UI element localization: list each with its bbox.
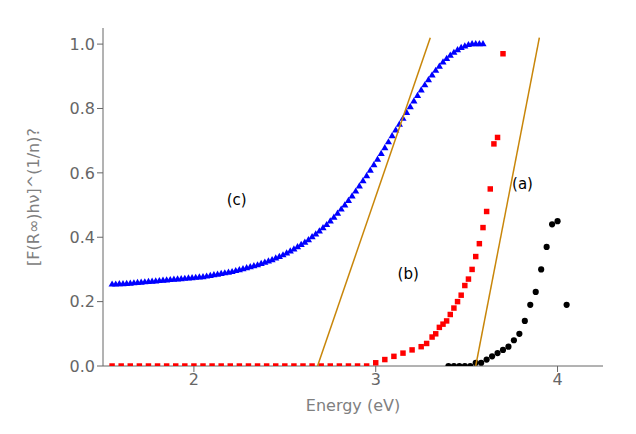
svg-text:(b): (b) xyxy=(398,265,419,283)
svg-text:0.4: 0.4 xyxy=(70,228,95,247)
svg-text:4: 4 xyxy=(552,370,562,389)
svg-text:0.8: 0.8 xyxy=(70,99,95,118)
svg-text:0.0: 0.0 xyxy=(70,357,95,376)
svg-text:3: 3 xyxy=(371,370,381,389)
svg-text:0.6: 0.6 xyxy=(70,164,95,183)
svg-text:2: 2 xyxy=(189,370,199,389)
svg-text:0.2: 0.2 xyxy=(70,292,95,311)
svg-text:(a): (a) xyxy=(512,175,533,193)
svg-text:Energy (eV): Energy (eV) xyxy=(306,396,400,415)
svg-text:[F(R∞)hν]^(1/n)?: [F(R∞)hν]^(1/n)? xyxy=(24,128,43,266)
svg-text:1.0: 1.0 xyxy=(70,35,95,54)
svg-text:(c): (c) xyxy=(227,191,247,209)
